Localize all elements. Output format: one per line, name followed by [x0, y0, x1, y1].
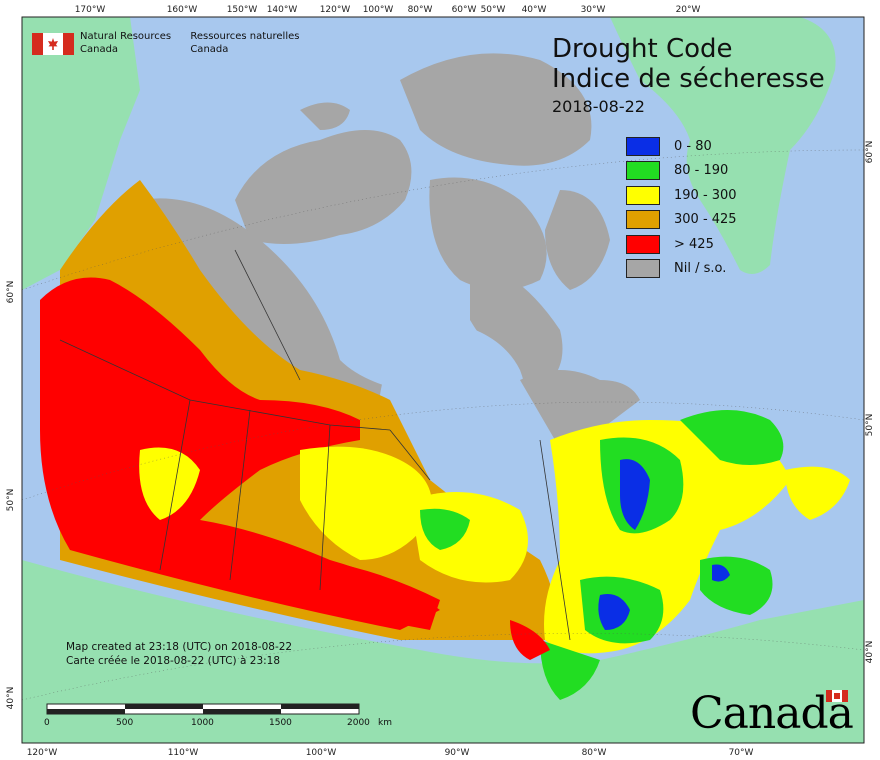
- legend-item: Nil / s.o.: [626, 257, 737, 282]
- legend-swatch: [626, 186, 660, 205]
- tick-label: 50°N: [6, 489, 16, 512]
- title-date: 2018-08-22: [552, 96, 825, 118]
- tick-label: 70°W: [729, 748, 754, 758]
- tick-label: 120°W: [320, 5, 351, 15]
- tick-label: 160°W: [167, 5, 198, 15]
- tick-label: 110°W: [168, 748, 199, 758]
- title-fr: Indice de sécheresse: [552, 64, 825, 94]
- scale-label: 0: [44, 718, 50, 728]
- scale-label: 1000: [191, 718, 214, 728]
- legend-swatch: [626, 259, 660, 278]
- flag-icon: [32, 33, 74, 55]
- legend-item: 0 - 80: [626, 134, 737, 159]
- tick-label: 90°W: [445, 748, 470, 758]
- tick-label: 140°W: [267, 5, 298, 15]
- tick-label: 60°N: [6, 281, 16, 304]
- tick-label: 60°W: [452, 5, 477, 15]
- map-title: Drought Code Indice de sécheresse 2018-0…: [552, 34, 825, 118]
- legend-swatch: [626, 137, 660, 156]
- agency-french: Ressources naturelles Canada: [190, 30, 299, 56]
- scale-bar: [47, 704, 359, 714]
- created-note: Map created at 23:18 (UTC) on 2018-08-22…: [66, 640, 292, 668]
- legend: 0 - 80 80 - 190 190 - 300 300 - 425 > 42…: [626, 134, 737, 281]
- wordmark-flag-icon: [826, 690, 848, 702]
- scale-label: 500: [116, 718, 133, 728]
- tick-label: 120°W: [27, 748, 58, 758]
- tick-label: 40°W: [522, 5, 547, 15]
- tick-label: 100°W: [363, 5, 394, 15]
- legend-item: 190 - 300: [626, 183, 737, 208]
- tick-label: 100°W: [306, 748, 337, 758]
- legend-item: 80 - 190: [626, 159, 737, 184]
- agency-english: Natural Resources Canada: [80, 30, 171, 56]
- tick-label: 80°W: [582, 748, 607, 758]
- tick-label: 20°W: [676, 5, 701, 15]
- tick-label: 80°W: [408, 5, 433, 15]
- scale-label: 2000: [347, 718, 370, 728]
- tick-label: 170°W: [75, 5, 106, 15]
- legend-swatch: [626, 210, 660, 229]
- legend-item: 300 - 425: [626, 208, 737, 233]
- tick-label: 40°N: [6, 687, 16, 710]
- scale-label: 1500: [269, 718, 292, 728]
- title-en: Drought Code: [552, 34, 825, 64]
- tick-label: 50°N: [865, 414, 875, 437]
- legend-swatch: [626, 161, 660, 180]
- agency-name: Natural Resources Canada Ressources natu…: [80, 30, 315, 56]
- tick-label: 60°N: [865, 141, 875, 164]
- tick-label: 150°W: [227, 5, 258, 15]
- tick-label: 30°W: [581, 5, 606, 15]
- tick-label: 50°W: [481, 5, 506, 15]
- legend-swatch: [626, 235, 660, 254]
- legend-item: > 425: [626, 232, 737, 257]
- tick-label: 40°N: [865, 641, 875, 664]
- scale-unit: km: [378, 718, 392, 728]
